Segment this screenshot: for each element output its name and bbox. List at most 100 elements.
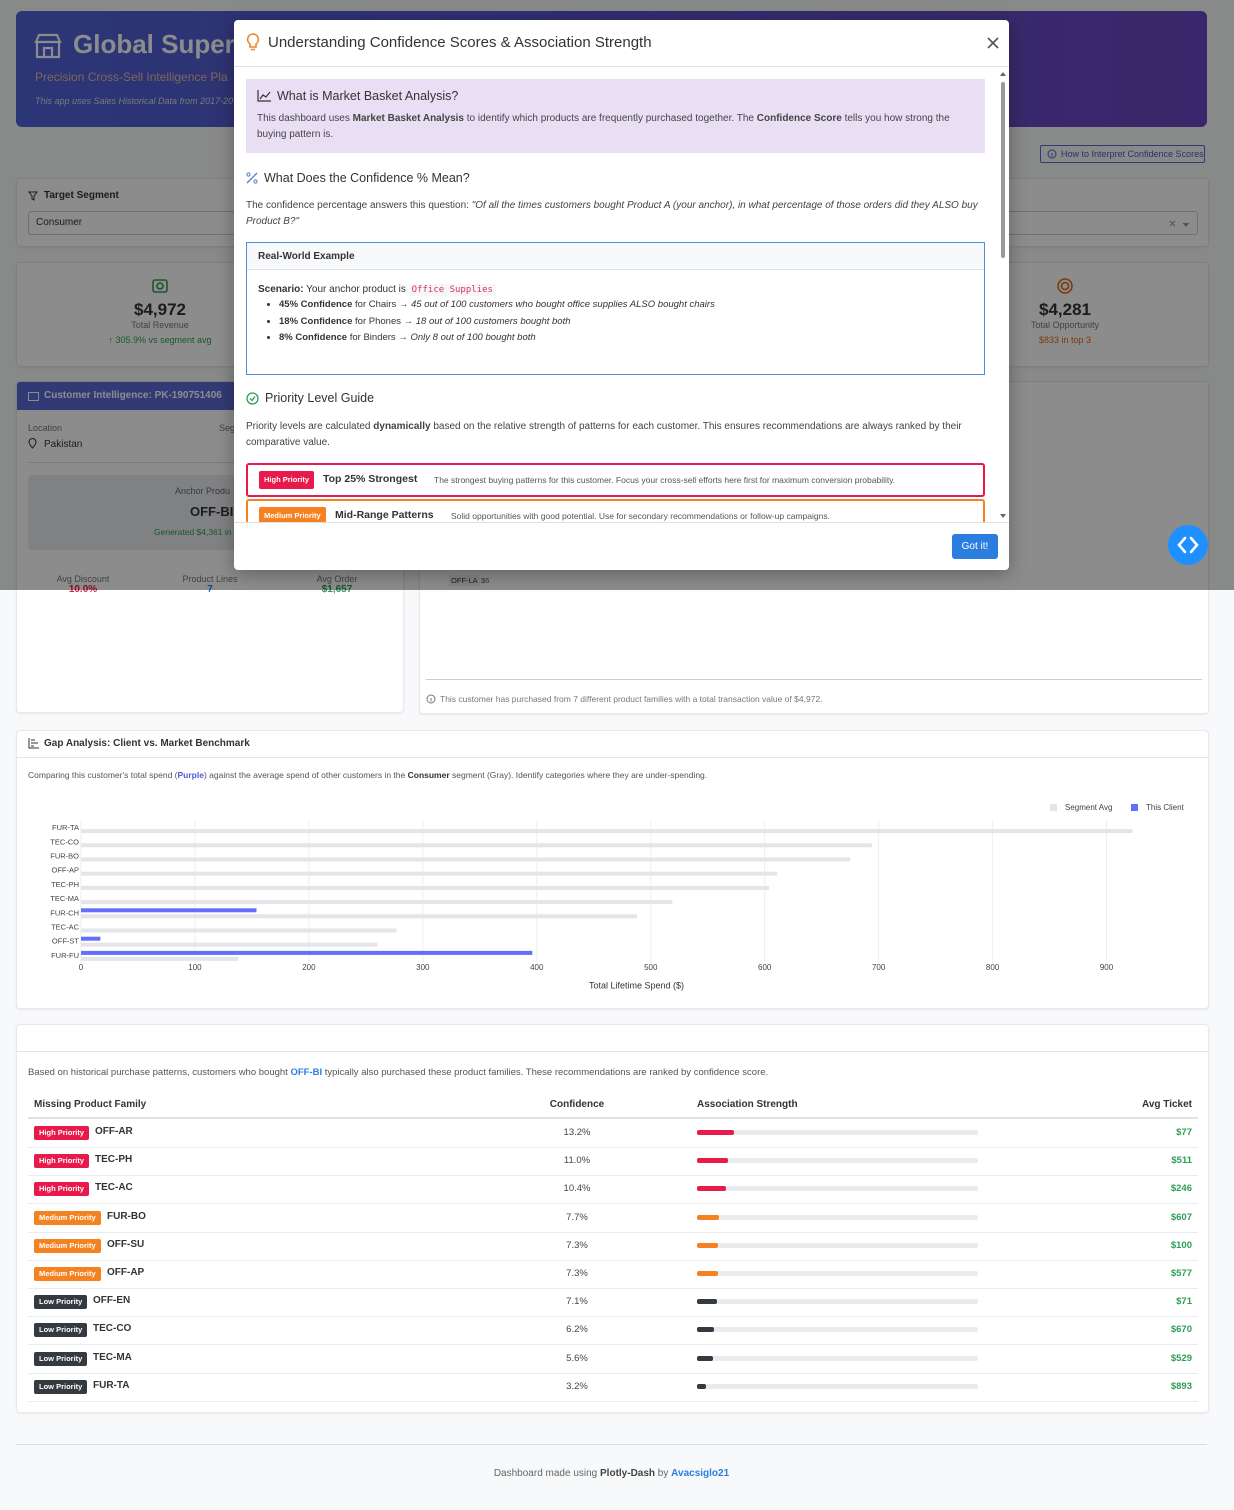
avg-ticket: $577 [1170, 1268, 1192, 1279]
text: segment (Gray). Identify categories wher… [449, 770, 708, 780]
avg-ticket: $511 [1171, 1155, 1192, 1167]
table-row: Medium Priority OFF-SU 7.3% $100 [28, 1232, 1198, 1261]
strength-track [697, 1214, 978, 1220]
segment-value: Consumer [36, 217, 83, 228]
priority-badge: High Priority [259, 471, 315, 489]
table-row: High Priority OFF-AR 13.2% $77 [28, 1119, 1198, 1148]
stat-value: 10.0% [68, 584, 98, 595]
help-button[interactable]: How to Interpret Confidence Scores [1040, 145, 1205, 163]
text: The confidence percentage answers this q… [246, 200, 472, 211]
footer-author[interactable]: Avacsiglo21 [671, 1468, 730, 1479]
confidence: 7.1% [566, 1296, 588, 1308]
strength-track [697, 1355, 978, 1361]
recommendations-table: Missing Product Family Confidence Associat… [28, 1093, 1198, 1403]
product-family: FUR-TA [93, 1379, 130, 1391]
icon-path [28, 191, 38, 201]
stat-label: Avg Discount [56, 574, 110, 584]
divider [426, 679, 1202, 680]
kpi-value: $4,972 [134, 300, 186, 319]
code-toggle[interactable] [1168, 525, 1208, 565]
gap-description: Comparing this customer's total spend (P… [28, 770, 707, 780]
kpi-value: $4,281 [1039, 300, 1091, 319]
anchor-note: Generated $4,361 in [154, 527, 232, 537]
pin-icon [28, 438, 37, 449]
legend-swatch [1131, 804, 1138, 811]
bar [81, 928, 397, 933]
y-tick-label: OFF-AP [52, 866, 80, 875]
example-item: 45% Confidence for Chairs → 45 out of 10… [279, 297, 979, 314]
icon-path [246, 172, 258, 184]
y-tick-label: TEC-AC [51, 922, 80, 931]
modal: Understanding Confidence Scores & Associ… [234, 20, 1009, 570]
kpi-card: $4,281 Total Opportunity $833 in top 3 [922, 263, 1208, 366]
kpi-delta: $833 in top 3 [1038, 335, 1092, 345]
y-tick-label: TEC-CO [50, 837, 79, 846]
x-tick-label: 500 [644, 963, 658, 972]
strength-bar [697, 1271, 718, 1276]
product-family: OFF-AR [95, 1126, 133, 1137]
priority-badge: Medium Priority [34, 1210, 101, 1225]
text: Dashboard made using [493, 1468, 601, 1479]
priority-badge: Low Priority [34, 1379, 88, 1394]
recommendations-description: Based on historical purchase patterns, c… [28, 1067, 768, 1078]
bar [81, 950, 533, 955]
location-label: Location [28, 423, 63, 433]
strength-track [697, 1327, 978, 1333]
avg-ticket: $893 [1170, 1380, 1192, 1392]
y-tick-label: TEC-MA [50, 894, 79, 903]
bar [81, 871, 778, 876]
bar [81, 936, 101, 941]
strong: 18% Confidence [279, 315, 353, 327]
shape [152, 279, 168, 293]
filter-label: Target Segment [44, 190, 119, 201]
bar [81, 956, 239, 961]
confidence: 6.2% [566, 1324, 588, 1336]
strength-bar [697, 1186, 727, 1192]
confirm-button[interactable]: Got it! [952, 534, 998, 559]
strength-bar [697, 1158, 728, 1164]
store-icon [34, 33, 62, 59]
text: by [655, 1468, 672, 1479]
bar [81, 908, 257, 913]
priority-badge: High Priority [34, 1154, 90, 1169]
customer-title: Customer Intelligence: PK-190751406 [44, 390, 222, 401]
quote: "Of all the times customers bought Produ… [246, 200, 978, 227]
priority-box: High Priority Top 25% Strongest The strong… [246, 463, 985, 497]
scrollbar [1000, 72, 1006, 518]
confidence: 10.4% [563, 1183, 591, 1195]
strength-track [697, 1158, 978, 1164]
text: based on the relative strength of patter… [246, 421, 962, 448]
section-heading: What Does the Confidence % Mean? [246, 171, 470, 185]
stat: Product Lines 7 [160, 574, 260, 595]
icon-path [1177, 536, 1199, 554]
strong: 8% Confidence [279, 332, 348, 343]
x-tick-label: 400 [530, 963, 544, 972]
location-value: Pakistan [44, 439, 83, 450]
strength-track [697, 1383, 978, 1389]
target-icon [1057, 278, 1073, 294]
anchor-value: OFF-BI [190, 504, 234, 519]
text: for Chairs → [352, 299, 411, 310]
example-item: 18% Confidence for Phones → 18 out of 10… [279, 314, 979, 331]
confidence: 5.6% [566, 1352, 588, 1364]
money-icon [152, 279, 168, 293]
icon-path [1169, 220, 1176, 227]
priority-badge: Low Priority [34, 1351, 88, 1366]
section-title: What Does the Confidence % Mean? [264, 171, 470, 185]
kpi-label: Total Revenue [131, 320, 189, 330]
chart-icon [257, 90, 271, 102]
avg-ticket: $607 [1170, 1211, 1192, 1223]
paragraph: The confidence percentage answers this q… [246, 198, 986, 230]
y-tick-label: FUR-CH [50, 908, 79, 917]
x-tick-label: 700 [872, 963, 886, 972]
segment-label: Seg [219, 423, 236, 433]
strength-bar [697, 1299, 717, 1305]
text: typically also purchased these product f… [322, 1067, 769, 1078]
history-item: OFF-LA [449, 575, 480, 586]
table-row: High Priority TEC-PH 11.0% $511 [28, 1147, 1198, 1177]
y-tick-label: FUR-FU [51, 951, 79, 960]
close-button[interactable] [987, 37, 999, 49]
app-subtitle: Precision Cross-Sell Intelligence Pla [35, 70, 228, 84]
gap-title: Gap Analysis: Client vs. Market Benchmar… [44, 738, 250, 749]
